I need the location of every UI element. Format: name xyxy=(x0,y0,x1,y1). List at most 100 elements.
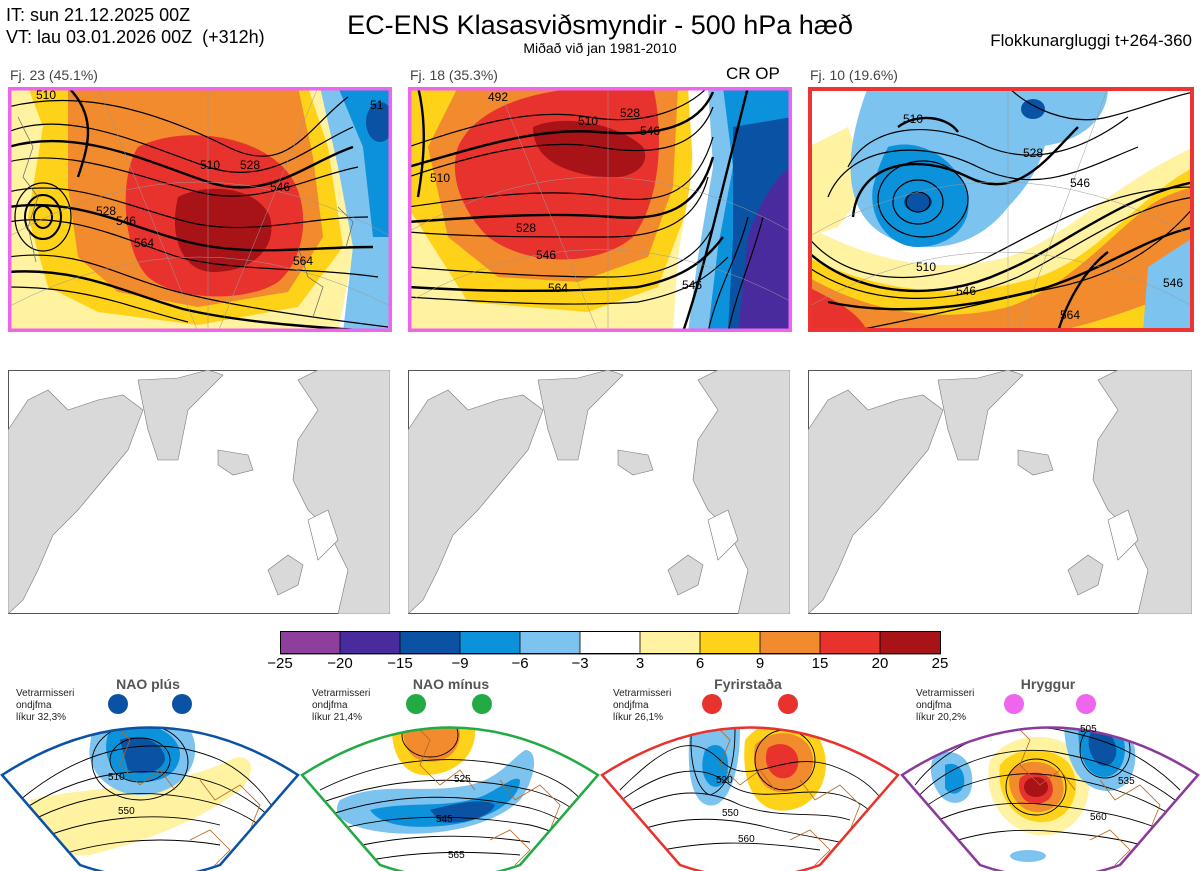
regime-2-map: 525 545 565 xyxy=(300,726,600,871)
colorbar-cell xyxy=(759,631,821,655)
panel-2-contour-label: 546 xyxy=(682,278,702,292)
panel-2-contour-label: 528 xyxy=(620,106,640,120)
regime-3-probability: líkur 26,1% xyxy=(613,712,664,723)
regime-2-months: ondjfma xyxy=(312,700,348,711)
panel-1-contour-label: 510 xyxy=(200,158,220,172)
colorbar-tick-label: −25 xyxy=(267,655,293,672)
regime-3-frame xyxy=(600,726,900,871)
regime-4-months: ondjfma xyxy=(916,700,952,711)
colorbar-cell xyxy=(699,631,761,655)
panel-1-frame xyxy=(8,87,392,332)
colorbar-cell xyxy=(639,631,701,655)
regime-1-probability: líkur 32,3% xyxy=(16,712,67,723)
header-info: IT: sun 21.12.2025 00Z VT: lau 03.01.202… xyxy=(6,4,265,48)
colorbar-tick-label: 3 xyxy=(635,655,645,672)
panel-2-contour-label: 492 xyxy=(488,90,508,104)
panel-1-contour-label: 546 xyxy=(270,180,290,194)
regime-2-frame xyxy=(300,726,600,871)
regime-3-title: Fyrirstaða xyxy=(714,676,782,692)
colorbar-cell xyxy=(339,631,401,655)
regime-4-map: 505 535 560 xyxy=(900,724,1200,871)
regime-3-months: ondjfma xyxy=(613,700,649,711)
panel-2-contour-label: 510 xyxy=(430,171,450,185)
panel-1-label: Fj. 23 (45.1%) xyxy=(10,67,98,83)
panel-2-frame xyxy=(408,87,792,332)
regime-1-months: ondjfma xyxy=(16,700,52,711)
colorbar-cell xyxy=(879,631,941,655)
panel-3-frame xyxy=(808,87,1194,332)
colorbar-cell xyxy=(399,631,461,655)
panel-1-map: 510 528 546 564 510 528 546 564 51 xyxy=(8,87,392,332)
panel-1-contour-label: 564 xyxy=(293,254,313,268)
panel-1-contour-label: 564 xyxy=(134,236,154,250)
regime-1-contour-label: 550 xyxy=(118,806,135,817)
classification-window: Flokkunargluggi t+264-360 xyxy=(990,31,1192,50)
regime-3-dot-left xyxy=(702,694,722,714)
regime-2-dot-left xyxy=(406,694,426,714)
regime-4-season: Vetrarmisseri xyxy=(916,688,975,699)
regime-1-map: 510 550 xyxy=(0,726,300,871)
colorbar-tick-label: 6 xyxy=(695,655,705,672)
land-map-2 xyxy=(408,370,790,614)
land-map-3 xyxy=(808,370,1192,614)
regime-3-season: Vetrarmisseri xyxy=(613,688,672,699)
colorbar-tick-label: −15 xyxy=(387,655,413,672)
regime-3-info: Vetrarmisseri ondjfma líkur 26,1% xyxy=(613,688,671,724)
panel-2-contour-label: 546 xyxy=(640,124,660,138)
colorbar-tick-label: −20 xyxy=(327,655,353,672)
panel-1-contour-label: 510 xyxy=(36,88,56,102)
regime-1-frame xyxy=(0,726,300,871)
colorbar-tick-label: −6 xyxy=(511,655,529,672)
regime-1-title: NAO plús xyxy=(116,676,180,692)
page-title: EC-ENS Klasasviðsmyndir - 500 hPa hæð xyxy=(347,10,853,40)
regime-4-frame xyxy=(900,726,1200,871)
regime-4-contour-label: 560 xyxy=(1090,812,1107,823)
initial-time: IT: sun 21.12.2025 00Z xyxy=(6,5,191,25)
panel-3-label: Fj. 10 (19.6%) xyxy=(810,67,898,83)
regime-2-contour-label: 545 xyxy=(436,814,453,825)
panel-1-contour-label: 546 xyxy=(116,214,136,228)
regime-3-contour-label: 550 xyxy=(722,808,739,819)
regime-4-contour-label: 505 xyxy=(1080,724,1097,735)
regime-4-contour-label: 535 xyxy=(1118,776,1135,787)
panel-3-contour-label: 510 xyxy=(903,112,923,126)
regime-1-contour-label: 510 xyxy=(108,772,125,783)
land-map-1 xyxy=(8,370,390,614)
regime-2-info: Vetrarmisseri ondjfma líkur 21,4% xyxy=(312,688,370,724)
regime-1-season: Vetrarmisseri xyxy=(16,688,75,699)
regime-3-map: 520 550 560 xyxy=(600,726,900,871)
colorbar-tick-label: 9 xyxy=(755,655,765,672)
colorbar-cell xyxy=(280,631,341,655)
regime-4-dots xyxy=(1004,694,1096,714)
regime-1-dots xyxy=(108,694,192,714)
panel-2-label: Fj. 18 (35.3%) xyxy=(410,67,498,83)
panel-2-contour-label: 510 xyxy=(578,114,598,128)
colorbar-tick-label: 20 xyxy=(871,655,889,672)
panel-3-contour-label: 510 xyxy=(916,260,936,274)
panel-2-map: 510 528 546 564 528 510 546 546 492 xyxy=(408,87,792,332)
panel-2-contour-label: 528 xyxy=(516,221,536,235)
panel-1-contour-label: 51 xyxy=(370,98,384,112)
colorbar-cell xyxy=(459,631,521,655)
regime-2-title: NAO mínus xyxy=(412,676,490,692)
colorbar-tick-label: −9 xyxy=(451,655,469,672)
colorbar-cell xyxy=(519,631,581,655)
page-subtitle: Miðað við jan 1981-2010 xyxy=(523,40,677,56)
regime-4-title: Hryggur xyxy=(1020,676,1076,692)
panel-2-tag: CR OP xyxy=(726,64,780,83)
regime-2-dots xyxy=(406,694,492,714)
regime-2-contour-label: 525 xyxy=(454,774,471,785)
panel-3-contour-label: 546 xyxy=(956,284,976,298)
regime-3-dot-right xyxy=(778,694,798,714)
regime-1-dot-right xyxy=(172,694,192,714)
colorbar-cell xyxy=(579,631,641,655)
regime-3-contour-label: 520 xyxy=(716,775,733,786)
colorbar-tick-label: 25 xyxy=(931,655,949,672)
panel-3-map: 510 528 546 546 564 510 546 xyxy=(808,87,1194,332)
regime-4-dot-left xyxy=(1004,694,1024,714)
regime-2-dot-right xyxy=(472,694,492,714)
regime-4-info: Vetrarmisseri ondjfma líkur 20,2% xyxy=(916,688,974,724)
panel-3-contour-label: 546 xyxy=(1163,276,1183,290)
colorbar-tick-label: −3 xyxy=(571,655,589,672)
regime-4-probability: líkur 20,2% xyxy=(916,712,967,723)
